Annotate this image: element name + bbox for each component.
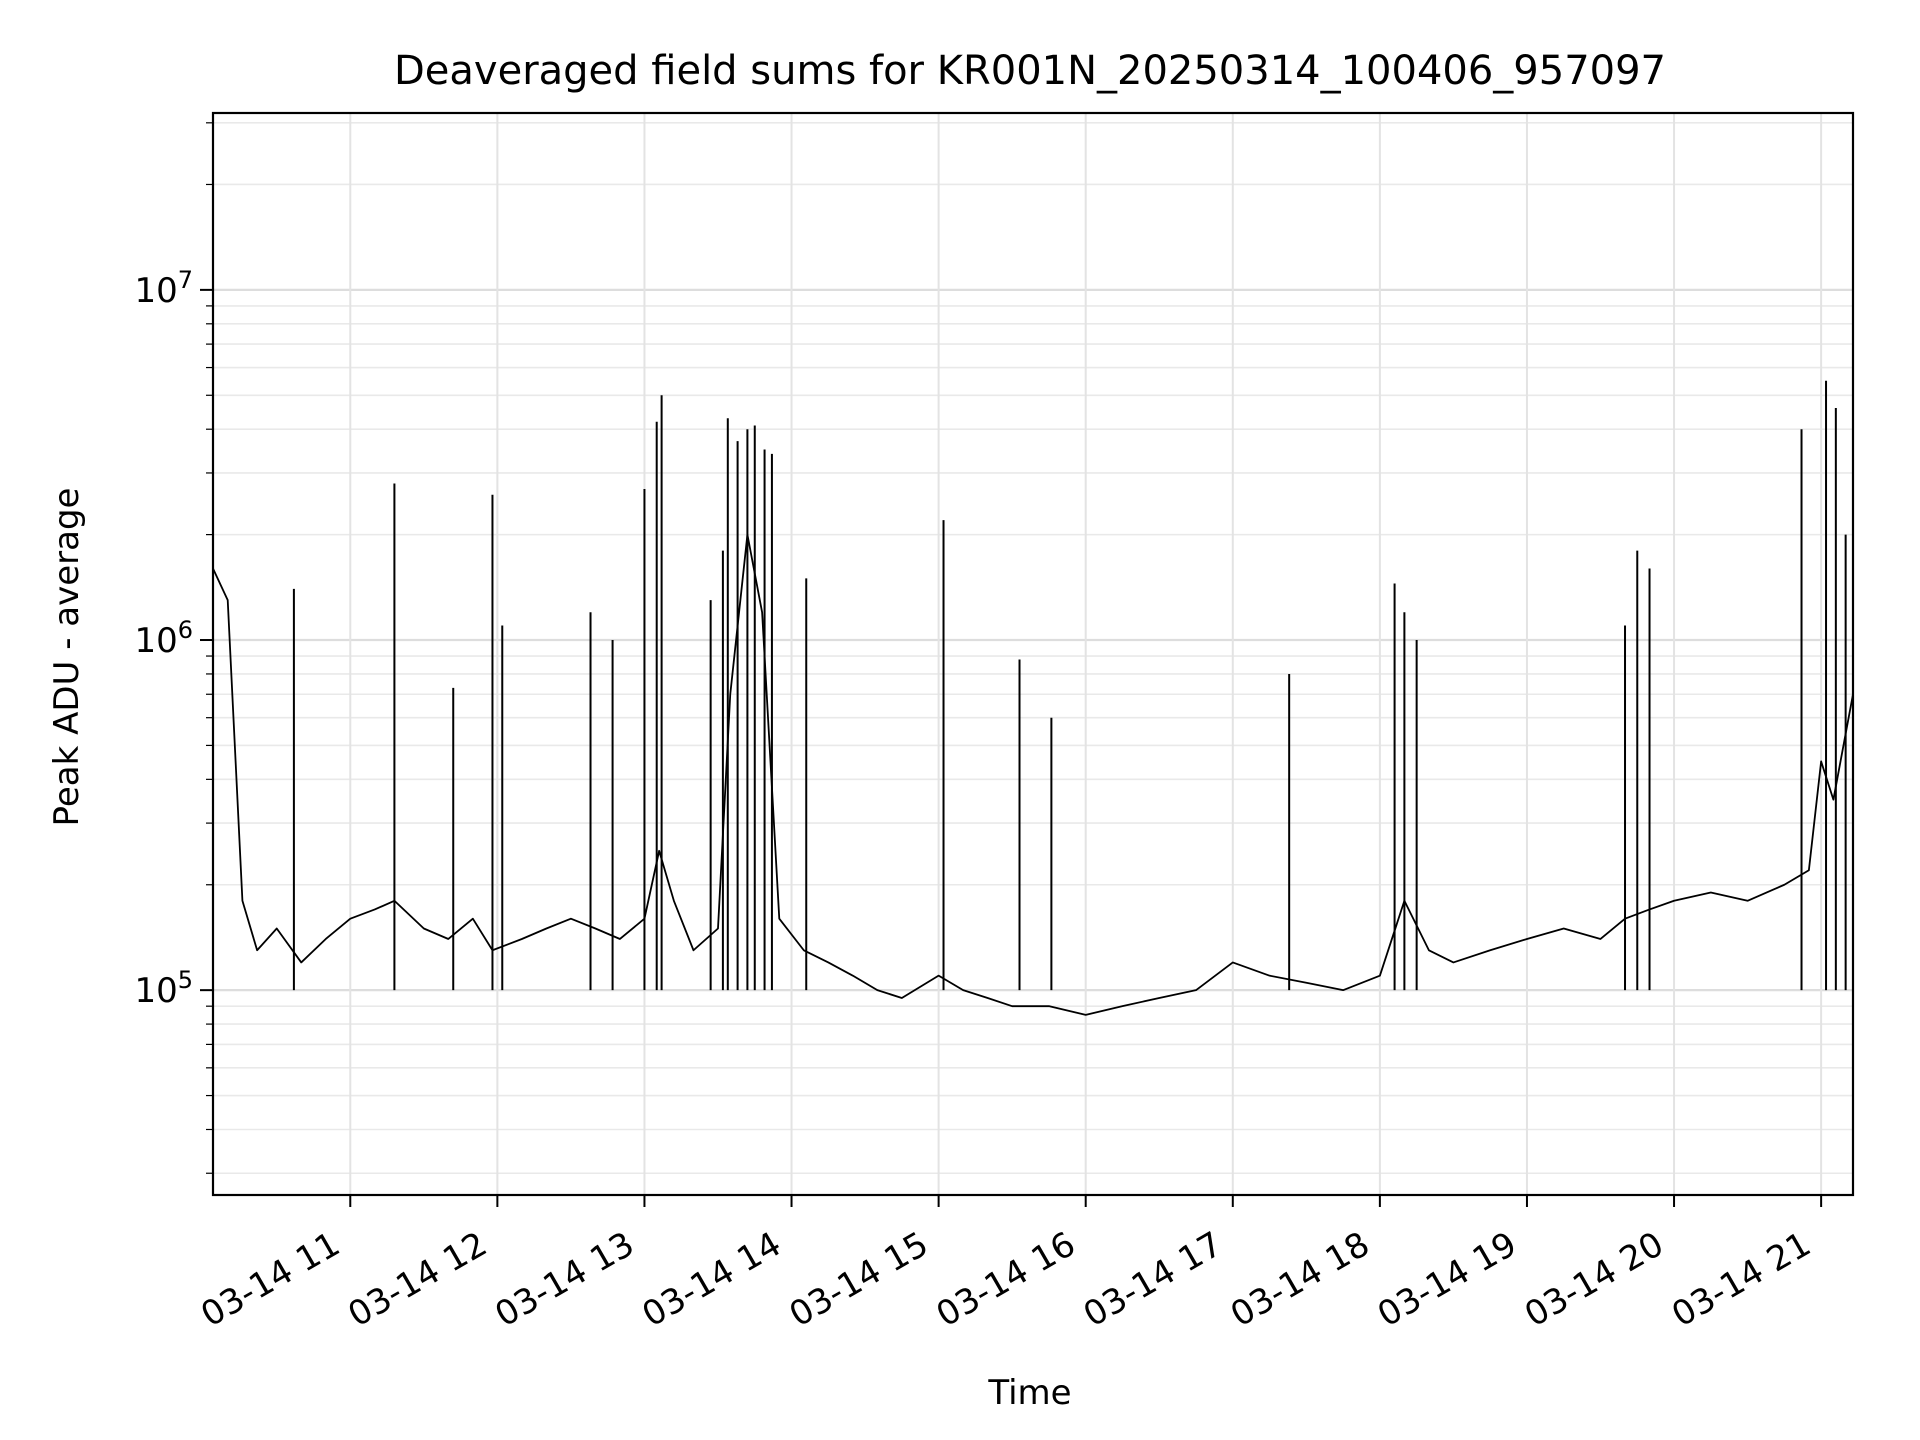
grid-layer	[213, 113, 1853, 1195]
data-series-line	[212, 533, 1854, 1016]
x-axis-label: Time	[987, 1373, 1071, 1413]
y-tick-label: 106	[134, 616, 193, 661]
y-tick-label: 105	[134, 966, 193, 1011]
y-tick-label: 107	[134, 266, 193, 311]
y-axis-label: Peak ADU - average	[47, 488, 87, 827]
plot-frame	[211, 111, 1855, 1197]
chart-title: Deaveraged field sums for KR001N_2025031…	[394, 48, 1666, 94]
